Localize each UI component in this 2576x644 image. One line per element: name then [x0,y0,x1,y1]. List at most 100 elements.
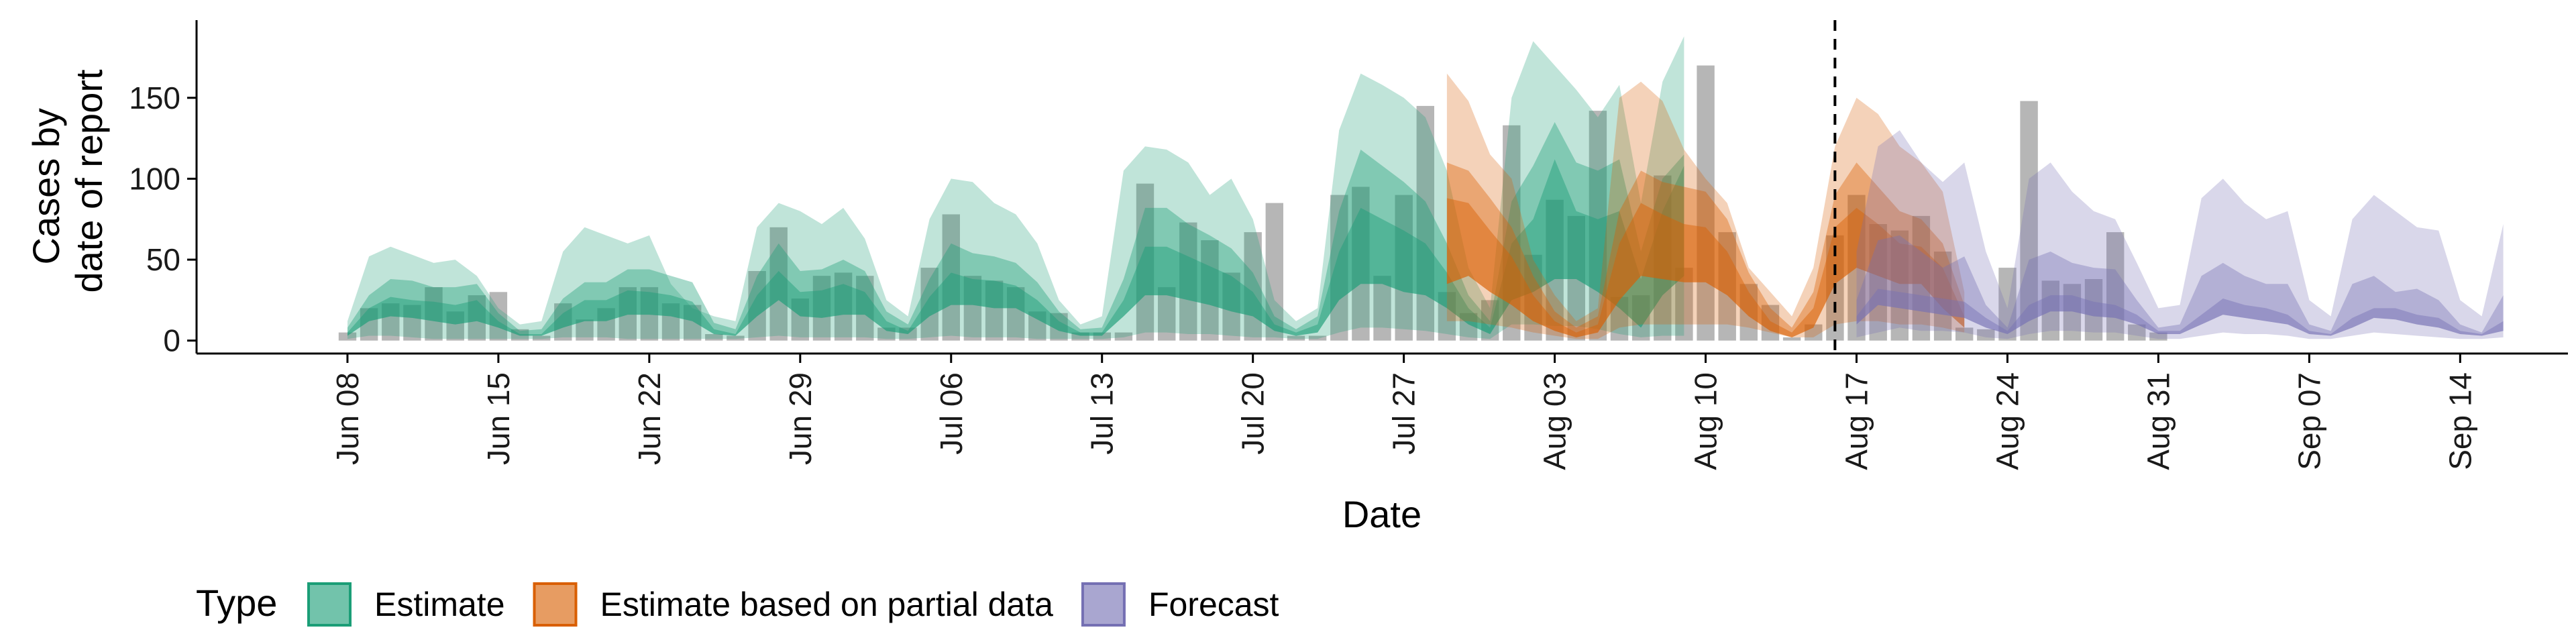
x-tick-label: Jun 29 [783,372,818,465]
observed-bar [360,308,378,341]
observed-bar [533,335,551,341]
observed-bar [1028,311,1046,341]
observed-bar [920,268,938,341]
observed-bar [1308,335,1327,341]
observed-bar [1567,215,1585,341]
y-ticks: 0 50 100 150 [129,80,197,358]
observed-bar [1869,224,1887,341]
axes [195,20,2568,355]
observed-bar [2128,324,2146,341]
observed-bar [1589,111,1607,341]
observed-bar [985,280,1004,341]
observed-bar [769,227,788,341]
observed-bar [403,305,421,341]
legend-swatch [533,582,578,627]
band-middle [1856,235,2504,336]
observed-bar [705,334,723,341]
estimate-bands [347,36,2504,339]
observed-bar [1352,186,1370,341]
y-axis-title: Cases by date of report [25,69,110,293]
observed-bar [1071,332,1089,341]
observed-bar [1977,329,1995,341]
legend-swatch [307,582,352,627]
observed-bar [1697,65,1715,341]
observed-bar [1739,284,1758,341]
observed-bar [1955,327,1974,341]
band-middle [1446,162,1965,337]
observed-bar [468,295,486,341]
observed-bar [963,276,982,341]
observed-bar [1438,292,1456,341]
x-tick-label: Jul 06 [934,372,969,455]
observed-bar [877,327,896,341]
observed-bar [1761,305,1780,341]
x-tick-label: Aug 31 [2141,372,2176,470]
observed-bar [554,303,572,341]
observed-bar [1222,272,1240,341]
band-middle [347,122,1684,336]
observed-bar [899,327,917,341]
observed-bar [1524,254,1542,341]
x-tick-label: Sep 14 [2443,372,2477,470]
observed-bar [727,335,745,341]
observed-bar [597,308,615,341]
x-tick-label: Jun 15 [481,372,516,465]
observed-bar [576,319,594,341]
observed-bar [1654,175,1672,341]
observed-bar [1847,195,1866,341]
observed-bar [2084,279,2103,341]
x-tick-label: Jul 13 [1085,372,1120,455]
observed-bar [1158,287,1176,341]
legend-label: Estimate [374,586,505,623]
observed-bar [1114,332,1133,341]
observed-bar [1201,240,1219,341]
legend-label: Estimate based on partial data [600,586,1054,623]
observed-bar [338,332,357,341]
observed-bar [1244,232,1262,341]
observed-bar [1546,199,1564,341]
observed-bar [1933,252,1952,341]
observed-bar [1782,337,1801,341]
band-inner [347,159,1684,336]
legend-title: Type [196,582,277,624]
observed-bar [684,305,702,341]
observed-bar [2020,101,2038,341]
observed-bar [640,287,659,341]
observed-bar [2063,284,2082,341]
observed-bar [661,303,680,341]
x-tick-label: Aug 03 [1538,372,1572,470]
legend: Type Estimate Estimate based on partial d… [196,582,1279,627]
observed-bar [1459,313,1478,341]
observed-bar [1632,295,1650,341]
observed-bar [2041,280,2059,341]
observed-bar [2149,332,2167,341]
band-outer [1856,130,2504,339]
observed-bar [425,287,443,341]
x-tick-label: Sep 07 [2292,372,2326,470]
x-ticks: Jun 08 Jun 15 Jun 22 Jun 29 Jul 06 Jul 13 Jul … [330,354,2477,470]
observed-bar [1481,300,1499,341]
band-inner [1856,288,2504,336]
observed-bar [1373,276,1391,341]
observed-bar [446,311,464,341]
x-tick-label: Jun 08 [330,372,365,465]
observed-bar [834,272,853,341]
observed-bar [1179,222,1197,341]
observed-bar [1610,297,1629,341]
observed-bar [1050,313,1068,341]
observed-bar [791,299,809,341]
observed-bar [382,303,400,341]
y-tick-label: 100 [129,161,180,196]
observed-bar [489,292,508,341]
x-axis-title: Date [1342,493,1421,535]
observed-bar [511,329,529,341]
x-tick-label: Jul 20 [1236,372,1271,455]
y-axis-title-line-1: Cases by [25,108,67,264]
observed-bar [1395,195,1413,341]
x-tick-label: Jun 22 [632,372,667,465]
observed-bar [1890,230,1909,341]
observed-bar [942,214,960,341]
observed-bar [619,287,637,341]
